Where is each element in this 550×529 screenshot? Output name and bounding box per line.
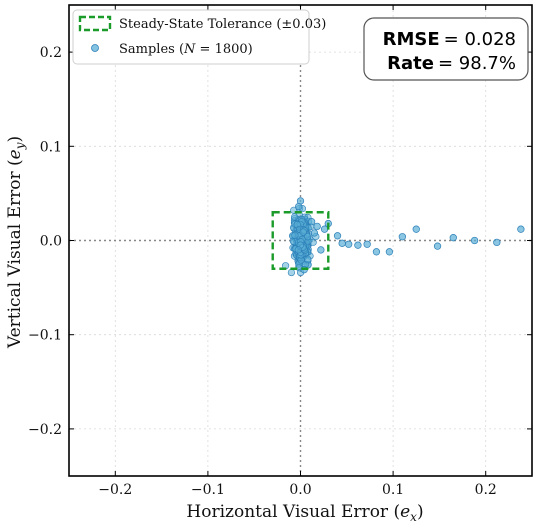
y-axis-label-text: Vertical Visual Error [5, 171, 25, 350]
sample-point [354, 241, 362, 249]
x-axis-label: Horizontal Visual Error (ex) [186, 502, 423, 524]
x-axis-label-open: ( [388, 502, 400, 522]
sample-point [304, 255, 312, 263]
y-axis-label: Vertical Visual Error (ey) [5, 136, 27, 349]
sample-point [363, 240, 371, 248]
legend-frame [72, 9, 310, 65]
metric-rmse-value: = 0.028 [444, 29, 516, 50]
sample-point [345, 240, 353, 248]
metrics-box: RMSE = 0.028 Rate = 98.7% [363, 17, 529, 81]
legend-samples-label: Samples (N = 1800) [119, 42, 253, 57]
y-tick-label: 0.1 [40, 139, 62, 155]
x-tick-label: 0.0 [289, 482, 311, 498]
y-tick-label: 0.2 [40, 45, 62, 61]
sample-point [307, 218, 316, 226]
metrics-frame [363, 17, 529, 81]
sample-point [333, 232, 342, 240]
sample-point [310, 229, 319, 237]
y-axis-label-close: ) [5, 136, 25, 143]
sample-point [385, 248, 394, 256]
sample-point [304, 233, 312, 241]
axis-ticks: −0.2 −0.1 0.0 0.1 0.2 −0.2 −0.1 0.0 0.1 0.2 [28, 5, 532, 498]
legend-samples-marker [91, 44, 99, 52]
sample-point [290, 213, 299, 221]
y-tick-label: −0.2 [28, 422, 62, 438]
sample-point [517, 225, 525, 233]
metric-rate-value: = 98.7% [438, 53, 516, 74]
legend-samples-prefix: Samples ( [119, 42, 184, 57]
metric-rate-name: Rate [387, 53, 434, 74]
sample-point [287, 268, 296, 277]
legend-samples-suffix: = 1800) [195, 42, 252, 57]
sample-point [412, 225, 420, 233]
legend: Steady-State Tolerance (±0.03) Samples (… [72, 9, 326, 65]
metric-rate: Rate = 98.7% [387, 53, 516, 74]
sample-point [398, 233, 407, 241]
sample-point [470, 236, 479, 245]
sample-point [291, 231, 299, 239]
tolerance-box [271, 211, 330, 270]
y-axis-label-symbol: e [5, 149, 25, 159]
sample-point [338, 239, 346, 247]
x-axis-label-close: ) [417, 502, 424, 522]
y-tick-label: 0.0 [40, 234, 62, 250]
x-axis-label-sub: x [410, 510, 417, 524]
x-tick-label: 0.2 [475, 482, 497, 498]
legend-tolerance-swatch [78, 15, 112, 32]
y-axis-label-sub: y [13, 142, 27, 150]
sample-point [449, 234, 457, 242]
x-axis-label-text: Horizontal Visual Error [186, 502, 389, 522]
x-tick-label: 0.1 [382, 482, 404, 498]
sample-point [493, 238, 501, 247]
sample-point [372, 248, 381, 256]
sample-point [294, 246, 302, 254]
metric-rmse: RMSE = 0.028 [383, 29, 516, 50]
y-tick-label: −0.1 [28, 328, 62, 344]
metric-rmse-name: RMSE [383, 29, 440, 50]
sample-point [317, 246, 325, 254]
sample-point [433, 242, 442, 250]
y-axis-label-open: ( [5, 159, 25, 171]
legend-tolerance-label: Steady-State Tolerance (±0.03) [119, 17, 326, 32]
x-tick-label: −0.1 [191, 482, 225, 498]
sample-point [294, 202, 303, 211]
x-axis-label-symbol: e [400, 502, 410, 522]
legend-samples-var: N [183, 42, 196, 57]
sample-point [299, 228, 307, 236]
scatter-points [281, 197, 525, 277]
x-tick-label: −0.2 [98, 482, 132, 498]
sample-point [313, 222, 321, 231]
